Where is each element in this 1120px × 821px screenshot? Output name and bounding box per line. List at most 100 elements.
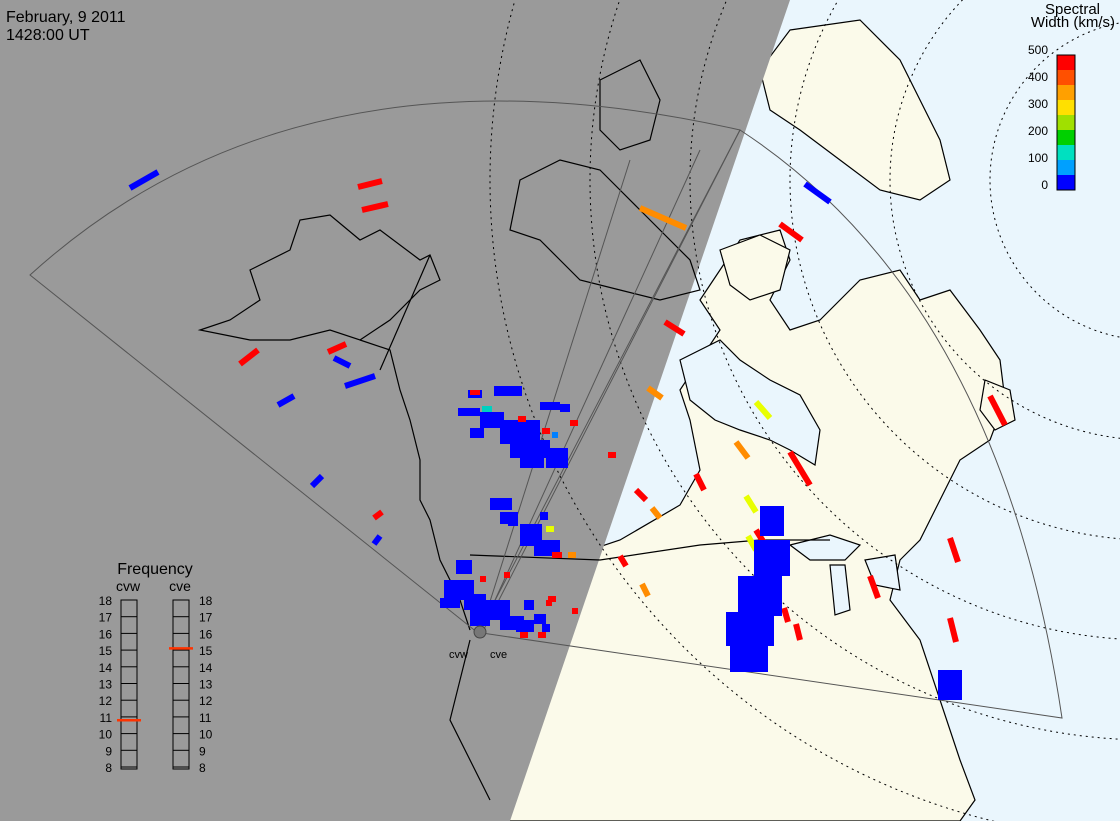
frequency-panel: Frequency cvw cve 18 17 16 15 14 13 12 11 10 9 8 18…	[99, 561, 213, 775]
echo-cell	[754, 540, 790, 576]
echo-cell	[552, 552, 562, 558]
west-coast-us	[449, 639, 491, 801]
frequency-scale-label: 18	[199, 594, 213, 608]
echo-cell	[693, 472, 707, 492]
colorbar-swatch	[1057, 85, 1075, 101]
fov-outlines	[29, 100, 1063, 719]
frequency-scale-label: 17	[199, 611, 213, 625]
great-lake-michigan	[829, 564, 851, 616]
echo-cell	[464, 594, 486, 610]
echo-cell	[730, 640, 768, 672]
frequency-scale-label: 13	[199, 678, 213, 692]
echo-cell	[524, 600, 534, 610]
echo-cell	[456, 560, 472, 574]
echo-cell	[663, 319, 686, 337]
colorbar-tick-200: 200	[1028, 124, 1048, 138]
frequency-scale: 18 17 16 15 14 13 12 11 10 9 8 18 17 16 15 14 13 12 11 10 9 8	[99, 594, 213, 775]
frequency-title: Frequency	[117, 561, 193, 578]
colorbar-swatch	[1057, 145, 1075, 161]
frequency-radar-cve: cve	[169, 578, 191, 594]
colorbar-tick-500: 500	[1028, 43, 1048, 57]
colorbar-swatch	[1057, 70, 1075, 86]
time-label: 1428:00 UT	[6, 27, 90, 44]
colorbar-swatch	[1057, 175, 1075, 191]
echo-cell	[482, 406, 492, 412]
echo-cell	[542, 428, 550, 434]
frequency-scale-label: 10	[199, 728, 213, 742]
echo-cell	[568, 552, 576, 558]
echo-cell	[743, 494, 759, 514]
frequency-scale-label: 16	[199, 627, 213, 641]
frequency-scale-label: 14	[99, 661, 113, 675]
alaska-coast	[197, 214, 441, 341]
colorbar: Spectral Width (km/s) 500 400 300 200 10…	[1028, 1, 1115, 192]
echo-cell	[617, 554, 629, 568]
colorbar-swatch	[1057, 160, 1075, 176]
frequency-scale-label: 11	[199, 711, 212, 725]
echo-cell	[494, 386, 522, 396]
frequency-scale-label: 17	[99, 611, 113, 625]
echo-cell	[440, 598, 460, 608]
echo-cell	[733, 440, 751, 460]
echo-cell	[326, 341, 348, 355]
colorbar-swatch	[1057, 115, 1075, 131]
echo-cell	[781, 607, 791, 623]
echo-cell	[760, 506, 784, 536]
echo-cell	[803, 181, 832, 205]
echo-cell	[128, 169, 160, 191]
lat-grid	[489, 0, 1120, 821]
frequency-scale-label: 9	[105, 744, 112, 758]
echo-cell	[538, 632, 546, 638]
echo-cell	[540, 512, 548, 520]
echo-cell	[546, 448, 568, 468]
echo-cell	[470, 428, 484, 438]
great-lake-superior	[788, 534, 862, 561]
hudson-bay	[679, 339, 821, 466]
frequency-radar-cvw: cvw	[116, 578, 141, 594]
echo-cell	[238, 347, 260, 367]
frequency-scale-label: 12	[99, 694, 113, 708]
echo-cell	[508, 518, 518, 526]
frequency-scale-label: 9	[199, 744, 206, 758]
colorbar-swatch	[1057, 55, 1075, 71]
echo-cell	[372, 509, 384, 521]
echo-cell	[947, 617, 959, 643]
frequency-scale-label: 14	[199, 661, 213, 675]
echo-cell	[361, 201, 389, 213]
echo-cell	[470, 390, 480, 395]
echo-cell	[276, 393, 296, 408]
baffin-island	[719, 234, 791, 301]
echo-cell	[540, 402, 560, 410]
echo-layer	[128, 169, 1008, 700]
frequency-scale-label: 15	[99, 644, 113, 658]
echo-cell	[332, 355, 352, 369]
echo-cell	[518, 416, 526, 422]
frequency-scale-label: 8	[199, 761, 206, 775]
frequency-scale-label: 11	[100, 711, 113, 725]
echo-cell	[490, 498, 512, 510]
echo-cell	[486, 600, 510, 620]
north-islands	[599, 59, 661, 151]
radar-label-cve: cve	[490, 649, 507, 661]
colorbar-title-line1: Spectral	[1045, 1, 1100, 18]
colorbar-tick-400: 400	[1028, 70, 1048, 84]
echo-cell	[546, 600, 552, 606]
echo-cell	[344, 373, 376, 389]
echo-cell	[987, 394, 1008, 427]
echo-cell	[649, 506, 663, 520]
colorbar-tick-100: 100	[1028, 151, 1048, 165]
echo-cell	[357, 178, 383, 190]
echo-cell	[947, 537, 961, 563]
echo-cell	[542, 624, 550, 632]
echo-cell	[793, 623, 803, 641]
echo-cell	[738, 576, 782, 616]
frequency-scale-label: 18	[99, 594, 113, 608]
echo-cell	[458, 408, 480, 416]
echo-cell	[504, 572, 510, 578]
echo-cell	[534, 614, 546, 624]
date-label: February, 9 2011	[6, 9, 126, 26]
echo-cell	[560, 404, 570, 412]
frequency-scale-label: 15	[199, 644, 213, 658]
colorbar-tick-300: 300	[1028, 97, 1048, 111]
